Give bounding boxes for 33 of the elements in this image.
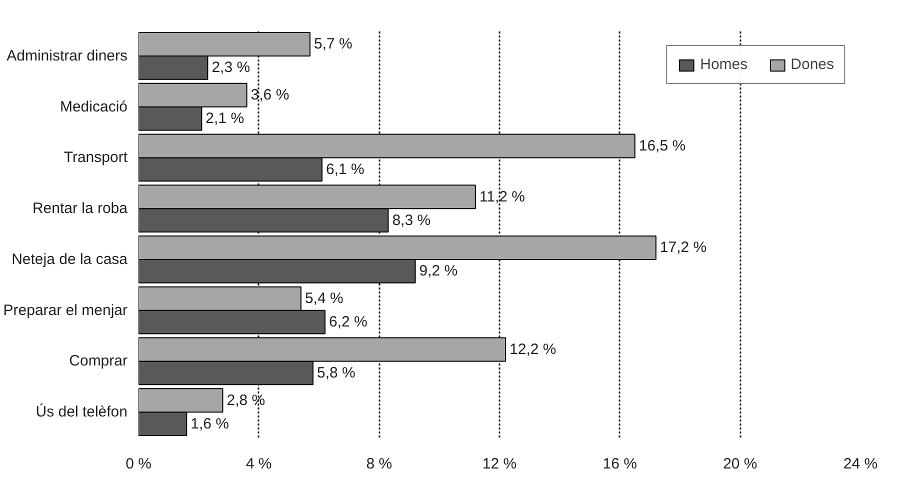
x-tick-label: 4 % — [246, 456, 272, 472]
y-tick-label: Preparar el menjar — [3, 302, 128, 319]
x-tick-label: 16 % — [602, 456, 637, 472]
data-label: 5,4 % — [304, 290, 344, 308]
data-label: 2,1 % — [206, 110, 244, 128]
data-label: 5,8 % — [316, 364, 356, 382]
data-label: 6,2 % — [329, 314, 368, 331]
data-label: 3,6 % — [250, 86, 290, 104]
x-tick-label: 12 % — [482, 456, 517, 472]
data-label: 6,1 % — [326, 160, 364, 178]
data-label: 2,8 % — [226, 392, 266, 409]
x-tick-label: 0 % — [126, 456, 152, 472]
data-label: 12,2 % — [510, 340, 556, 358]
x-tick-label: 24 % — [843, 456, 878, 472]
data-label: 11,2 % — [479, 188, 526, 206]
y-tick-label: Transport — [64, 149, 128, 166]
data-label: 9,2 % — [419, 262, 458, 280]
data-label: 5,7 % — [314, 36, 352, 53]
y-tick-label: Neteja de la casa — [12, 250, 128, 268]
y-tick-label: Ús del telèfon — [36, 402, 128, 421]
y-tick-label: Administrar diners — [6, 47, 128, 64]
x-tick-label: 20 % — [723, 456, 758, 472]
legend-label: Homes — [700, 56, 748, 73]
x-tick-label: 8 % — [366, 456, 392, 472]
legend-label: Dones — [790, 56, 834, 73]
data-label: 1,6 % — [190, 415, 229, 432]
data-label: 2,3 % — [212, 59, 250, 76]
y-tick-label: Medicació — [60, 98, 128, 116]
y-tick-label: Comprar — [69, 352, 128, 370]
data-label: 17,2 % — [660, 239, 707, 256]
y-tick-label: Rentar la roba — [32, 200, 128, 218]
data-label: 8,3 % — [392, 212, 431, 229]
data-label: 16,5 % — [638, 137, 686, 154]
